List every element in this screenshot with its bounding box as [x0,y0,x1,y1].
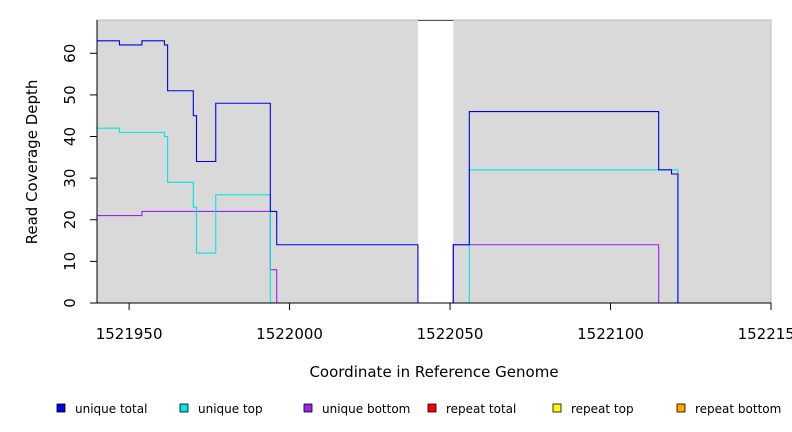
legend-label: repeat top [571,402,634,416]
legend-item-unique-top: unique top [179,402,263,416]
legend-label: unique bottom [322,402,410,416]
series-line-unique-bottom [97,210,771,304]
y-axis: 0 10 20 30 40 50 60 [61,20,98,308]
legend-swatch [303,403,313,413]
gap-region-0 [417,20,454,303]
x-tick-label: 1522100 [577,325,644,343]
y-tick-label: 60 [61,44,79,63]
legend-item-repeat-top: repeat top [552,402,634,416]
legend-swatch [179,403,189,413]
series-line-unique-total [97,40,771,304]
legend: unique total unique top unique bottom repea… [56,402,781,416]
x-tick-label: 1522000 [256,325,323,343]
legend-item-unique-bottom: unique bottom [303,402,410,416]
y-tick-label: 30 [61,169,79,188]
legend-label: repeat bottom [695,402,781,416]
legend-label: unique top [198,402,263,416]
legend-item-repeat-bottom: repeat bottom [676,402,781,416]
legend-item-repeat-total: repeat total [427,402,516,416]
y-axis-title: Read Coverage Depth [23,80,41,245]
legend-swatch [676,403,686,413]
x-tick-label: 1522050 [417,325,484,343]
y-tick-label: 10 [61,252,79,271]
legend-label: repeat total [446,402,516,416]
legend-swatch [552,403,562,413]
y-tick-label: 40 [61,127,79,146]
x-tick-label: 1521950 [96,325,163,343]
y-tick-label: 50 [61,85,79,104]
y-tick-label: 0 [61,298,79,308]
legend-swatch [56,403,66,413]
legend-label: unique total [75,402,147,416]
legend-item-unique-total: unique total [56,402,147,416]
gap-regions [417,20,454,303]
y-tick-label: 20 [61,210,79,229]
legend-swatch [427,403,437,413]
x-axis-title: Coordinate in Reference Genome [309,363,558,381]
